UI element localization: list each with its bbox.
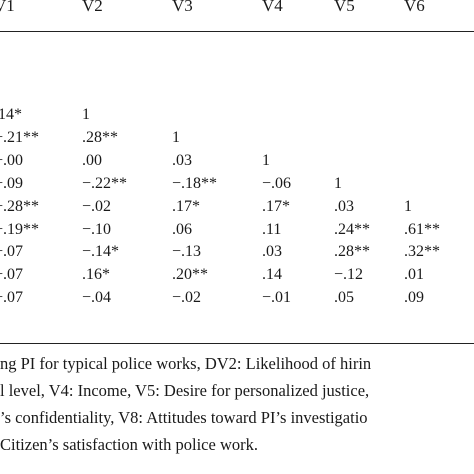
table-cell: .05	[334, 289, 354, 307]
column-header-v4: V4	[262, 0, 283, 15]
table-row: −.09 −.22** −.18** −.06 1	[0, 174, 474, 197]
table-cell: .06	[172, 220, 192, 238]
table-cell: .11	[262, 220, 282, 238]
table-row: −.07 .16* .20** .14 −.12 .01	[0, 265, 474, 288]
table-cell: .32**	[404, 243, 440, 261]
table-cell: −.02	[172, 289, 202, 307]
table-cell: −.06	[262, 174, 292, 192]
table-cell: 1	[334, 174, 342, 192]
table-row: −.28** −.02 .17* .17* .03 1	[0, 197, 474, 220]
table-cell: −.28**	[0, 197, 40, 215]
table-cell: .14	[262, 266, 282, 284]
table-row: −.21** .28** 1	[0, 128, 474, 151]
table-row: −.07 −.14* −.13 .03 .28** .32**	[0, 242, 474, 265]
header-rule	[0, 31, 474, 32]
table-bottom-rule	[0, 343, 474, 344]
table-cell: .09	[404, 289, 424, 307]
table-cell: −.07	[0, 266, 24, 284]
table-cell: −.07	[0, 243, 24, 261]
table-cell: .01	[404, 266, 424, 284]
table-row: −.07 −.04 −.02 −.01 .05 .09	[0, 288, 474, 311]
table-cell: −.13	[172, 243, 202, 261]
table-cell: .28**	[334, 243, 370, 261]
column-header-v3: V3	[172, 0, 193, 15]
table-cell: −.22**	[82, 174, 128, 192]
table-cell: .16*	[82, 266, 110, 284]
table-cell: .61**	[404, 220, 440, 238]
note-line: ng PI for typical police works, DV2: Lik…	[0, 354, 372, 373]
table-cell: −.02	[82, 197, 112, 215]
table-cell: −.12	[334, 266, 364, 284]
column-header-v2: V2	[82, 0, 103, 15]
table-cell: −.19**	[0, 220, 40, 238]
table-cell: .03	[172, 151, 192, 169]
table-cell: .17*	[172, 197, 200, 215]
table-cell: −.09	[0, 174, 24, 192]
table-cell: −.04	[82, 289, 112, 307]
table-cell: .20**	[172, 266, 208, 284]
column-header-v5: V5	[334, 0, 355, 15]
column-header-v6: V6	[404, 0, 425, 15]
table-cell: −.00	[0, 151, 24, 169]
table-cell: .14*	[0, 106, 22, 123]
table-cell: −.21**	[0, 128, 40, 146]
table-cell: 1	[172, 128, 180, 146]
column-header-v1: V1	[0, 0, 15, 15]
table-cell: .24**	[334, 220, 370, 238]
table-cell: .03	[262, 243, 282, 261]
table-cell: 1	[404, 197, 412, 215]
table-row: −.19** −.10 .06 .11 .24** .61**	[0, 220, 474, 243]
table-row: .14* 1	[0, 105, 474, 128]
table-cell: −.18**	[172, 174, 218, 192]
table-cell: −.07	[0, 289, 24, 307]
table-row: −.00 .00 .03 1	[0, 151, 474, 174]
table-cell: −.14*	[82, 243, 120, 261]
table-cell: .28**	[82, 128, 118, 146]
table-cell: −.01	[262, 289, 292, 307]
table-cell: 1	[262, 151, 270, 169]
note-line: l level, V4: Income, V5: Desire for pers…	[0, 381, 370, 400]
table-cell: −.10	[82, 220, 112, 238]
table-cell: .00	[82, 151, 102, 169]
table-cell: .03	[334, 197, 354, 215]
note-line: ’s confidentiality, V8: Attitudes toward…	[0, 408, 368, 427]
table-cell: 1	[82, 106, 90, 123]
table-cell: .17*	[262, 197, 290, 215]
note-line: Citizen’s satisfaction with police work.	[0, 435, 258, 454]
